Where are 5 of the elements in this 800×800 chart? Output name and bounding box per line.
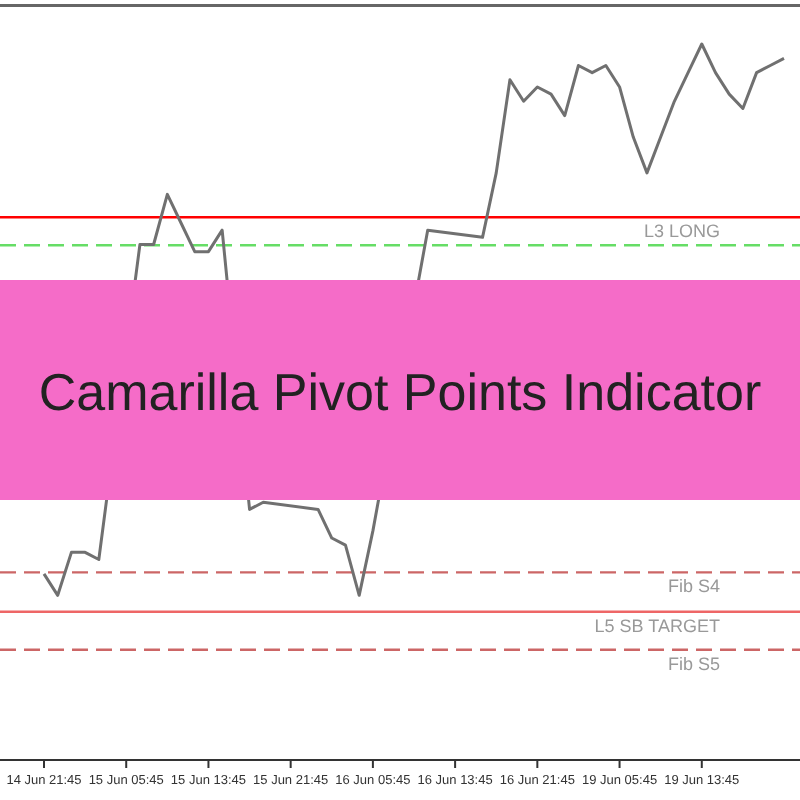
ref-line-label: Fib S4 bbox=[667, 576, 720, 597]
text: Camarilla Pivot Points Indicator bbox=[38, 362, 762, 422]
ref-line-label: Fib S5 bbox=[667, 653, 720, 674]
ref-line-label: L3 LONG bbox=[643, 221, 720, 242]
ref-line-label: L5 SB TARGET bbox=[594, 615, 721, 636]
